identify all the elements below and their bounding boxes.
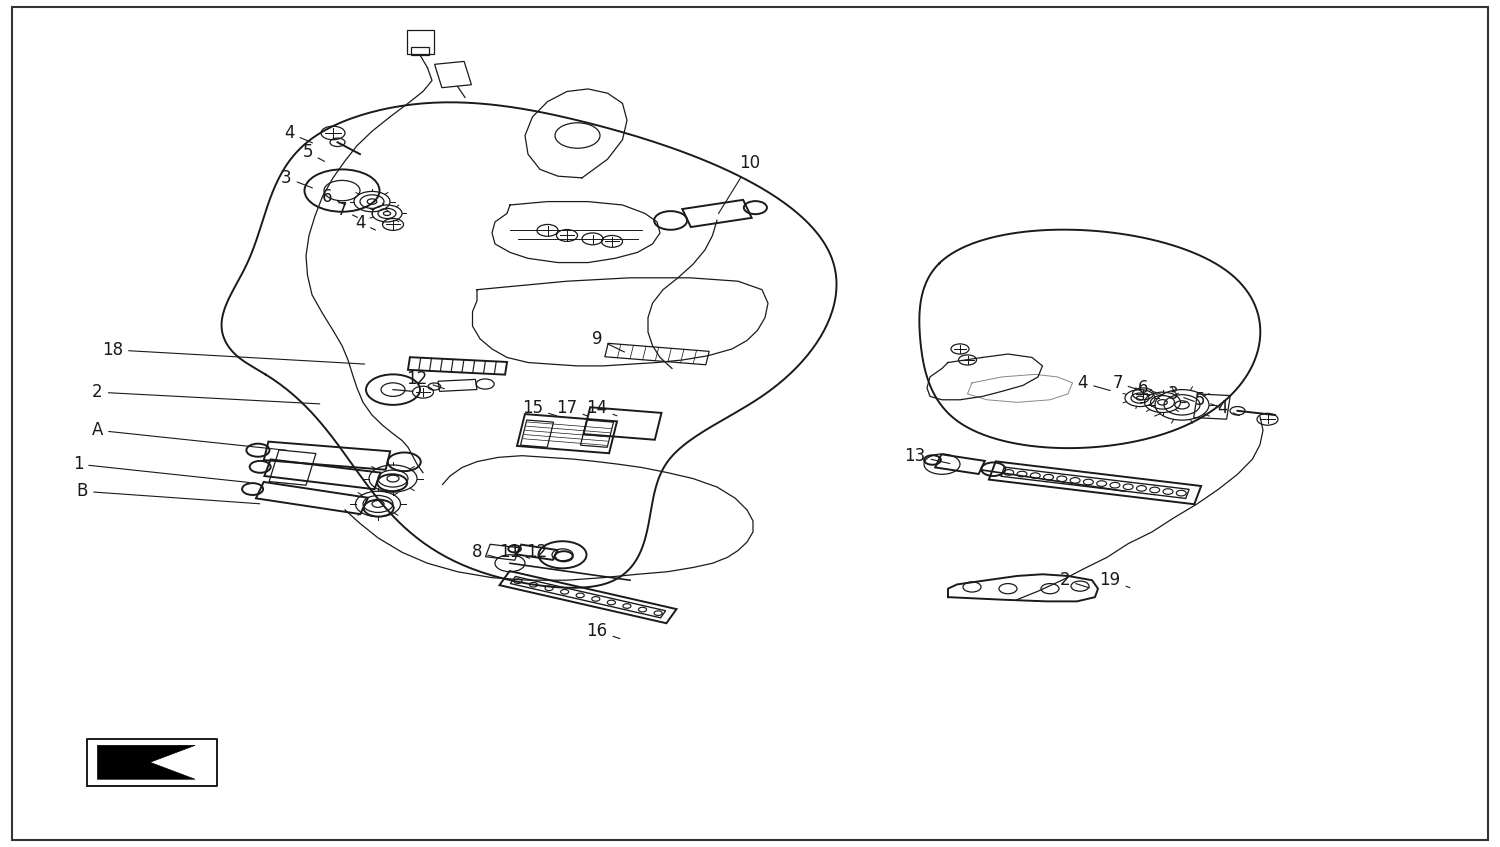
Text: 4: 4 (354, 213, 375, 232)
Text: A: A (92, 421, 286, 451)
Text: 9: 9 (591, 329, 624, 352)
Text: 18: 18 (102, 340, 364, 364)
Text: 4: 4 (1218, 399, 1239, 418)
Text: 2: 2 (1059, 571, 1089, 590)
Text: 3: 3 (280, 169, 312, 188)
Text: 2: 2 (92, 383, 320, 404)
Text: 17: 17 (556, 399, 586, 418)
Text: 7: 7 (336, 201, 357, 219)
Text: 4: 4 (285, 124, 312, 143)
Text: 11: 11 (500, 543, 530, 562)
Text: 5: 5 (1194, 390, 1219, 409)
Text: 16: 16 (586, 622, 620, 640)
Text: 8: 8 (471, 543, 500, 562)
Text: 1: 1 (72, 455, 249, 483)
Text: 12: 12 (526, 543, 556, 562)
Text: 19: 19 (1100, 571, 1130, 590)
Text: 15: 15 (522, 399, 556, 418)
Text: 13: 13 (904, 446, 950, 465)
Text: 4: 4 (1077, 374, 1110, 392)
Text: 6: 6 (1137, 379, 1164, 397)
Text: 7: 7 (1112, 374, 1140, 392)
Text: 3: 3 (1167, 385, 1194, 403)
Text: B: B (76, 482, 260, 504)
Text: 14: 14 (586, 399, 616, 418)
Text: 5: 5 (302, 143, 324, 162)
Text: 12: 12 (406, 370, 444, 389)
Text: 6: 6 (321, 187, 345, 206)
Text: 10: 10 (718, 153, 760, 213)
Polygon shape (98, 745, 195, 779)
